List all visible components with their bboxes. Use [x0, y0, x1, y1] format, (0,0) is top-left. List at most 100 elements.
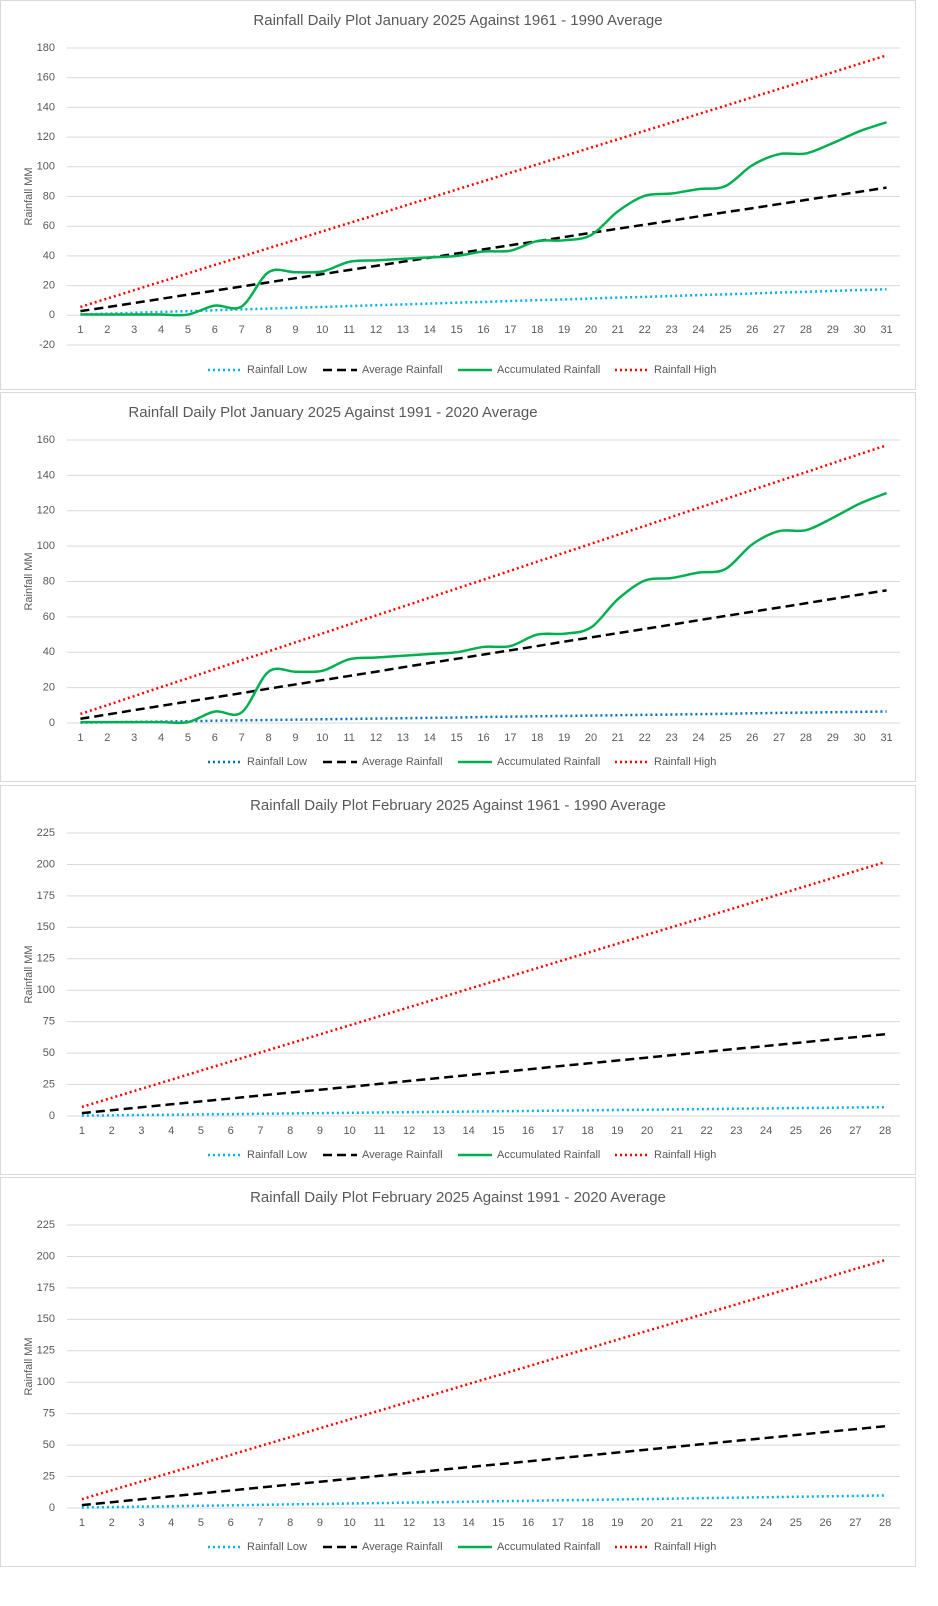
x-tick-label: 13 [397, 732, 409, 744]
x-tick-label: 12 [370, 324, 382, 336]
x-tick-label: 31 [880, 324, 892, 336]
x-tick-label: 3 [131, 732, 137, 744]
y-tick-label: 40 [43, 250, 55, 262]
x-tick-label: 29 [827, 324, 839, 336]
legend-label: Rainfall High [654, 1541, 716, 1553]
panel-border [0, 0, 916, 390]
y-tick-label: 25 [43, 1078, 55, 1090]
legend-label: Average Rainfall [362, 364, 443, 376]
x-tick-label: 8 [265, 324, 271, 336]
panel-border [0, 785, 916, 1175]
x-tick-label: 6 [228, 1517, 234, 1529]
x-tick-label: 24 [760, 1125, 772, 1137]
y-tick-label: 0 [49, 309, 55, 321]
x-tick-label: 5 [198, 1517, 204, 1529]
y-tick-label: 100 [37, 161, 55, 173]
series-line [80, 491, 888, 725]
x-tick-label: 14 [424, 324, 436, 336]
legend-label: Average Rainfall [362, 756, 443, 768]
y-tick-label: 160 [37, 72, 55, 84]
chart-title: Rainfall Daily Plot January 2025 Against… [253, 12, 662, 29]
x-tick-label: 27 [849, 1517, 861, 1529]
x-tick-label: 24 [760, 1517, 772, 1529]
y-axis-label: Rainfall MM [23, 1337, 35, 1395]
chart: Rainfall Daily Plot February 2025 Agains… [0, 785, 916, 1175]
y-tick-label: 200 [37, 858, 55, 870]
y-tick-label: 140 [37, 469, 55, 481]
y-tick-label: 120 [37, 131, 55, 143]
x-tick-label: 11 [343, 324, 354, 336]
series-line [80, 54, 887, 309]
y-axis-label: Rainfall MM [23, 167, 35, 225]
series-line [81, 1258, 886, 1501]
x-tick-label: 16 [477, 324, 489, 336]
x-tick-label: 23 [665, 732, 677, 744]
series-line [81, 860, 886, 1109]
x-tick-label: 15 [451, 324, 463, 336]
y-tick-label: 150 [37, 921, 55, 933]
x-tick-label: 4 [158, 732, 164, 744]
y-tick-label: 60 [43, 611, 55, 623]
panel-border [0, 392, 916, 782]
y-axis-label: Rainfall MM [23, 945, 35, 1003]
x-tick-label: 27 [849, 1125, 861, 1137]
x-tick-label: 26 [820, 1125, 832, 1137]
y-tick-label: 50 [43, 1047, 55, 1059]
chart-title: Rainfall Daily Plot January 2025 Against… [128, 404, 537, 421]
x-tick-label: 9 [317, 1517, 323, 1529]
x-tick-label: 21 [671, 1125, 683, 1137]
x-tick-label: 16 [522, 1125, 534, 1137]
x-tick-label: 2 [104, 324, 110, 336]
x-tick-label: 16 [522, 1517, 534, 1529]
x-tick-label: 14 [424, 732, 436, 744]
legend-label: Accumulated Rainfall [497, 1541, 600, 1553]
x-tick-label: 14 [463, 1125, 475, 1137]
x-tick-label: 20 [585, 324, 597, 336]
y-tick-label: 225 [37, 827, 55, 839]
x-tick-label: 17 [504, 732, 516, 744]
y-tick-label: 0 [49, 1502, 55, 1514]
x-tick-label: 13 [433, 1517, 445, 1529]
x-tick-label: 12 [403, 1125, 415, 1137]
x-tick-label: 25 [719, 732, 731, 744]
x-tick-label: 20 [641, 1517, 653, 1529]
y-tick-label: 75 [43, 1016, 55, 1028]
x-tick-label: 4 [158, 324, 164, 336]
x-tick-label: 31 [880, 732, 892, 744]
x-tick-label: 14 [463, 1517, 475, 1529]
x-tick-label: 23 [665, 324, 677, 336]
x-tick-label: 9 [317, 1125, 323, 1137]
x-tick-label: 24 [692, 324, 704, 336]
y-tick-label: -20 [39, 339, 55, 351]
y-tick-label: 100 [37, 540, 55, 552]
y-tick-label: 50 [43, 1439, 55, 1451]
x-tick-label: 17 [552, 1125, 564, 1137]
legend-label: Rainfall High [654, 364, 716, 376]
x-tick-label: 26 [746, 324, 758, 336]
y-tick-label: 20 [43, 280, 55, 292]
x-tick-label: 12 [403, 1517, 415, 1529]
x-tick-label: 30 [854, 732, 866, 744]
x-tick-label: 26 [746, 732, 758, 744]
x-tick-label: 20 [585, 732, 597, 744]
x-tick-label: 2 [109, 1517, 115, 1529]
series-line [81, 1032, 886, 1115]
x-tick-label: 22 [639, 732, 651, 744]
x-tick-label: 10 [316, 732, 328, 744]
legend-label: Rainfall Low [247, 1541, 307, 1553]
x-tick-label: 17 [552, 1517, 564, 1529]
x-tick-label: 28 [800, 732, 812, 744]
x-tick-label: 27 [773, 324, 785, 336]
x-tick-label: 5 [185, 732, 191, 744]
x-tick-label: 26 [820, 1517, 832, 1529]
y-tick-label: 120 [37, 505, 55, 517]
y-tick-label: 200 [37, 1250, 55, 1262]
y-tick-label: 80 [43, 575, 55, 587]
y-tick-label: 100 [37, 984, 55, 996]
chart-title: Rainfall Daily Plot February 2025 Agains… [250, 797, 666, 814]
legend-label: Rainfall High [654, 756, 716, 768]
y-tick-label: 0 [49, 1110, 55, 1122]
x-tick-label: 18 [531, 324, 543, 336]
x-tick-label: 3 [138, 1125, 144, 1137]
